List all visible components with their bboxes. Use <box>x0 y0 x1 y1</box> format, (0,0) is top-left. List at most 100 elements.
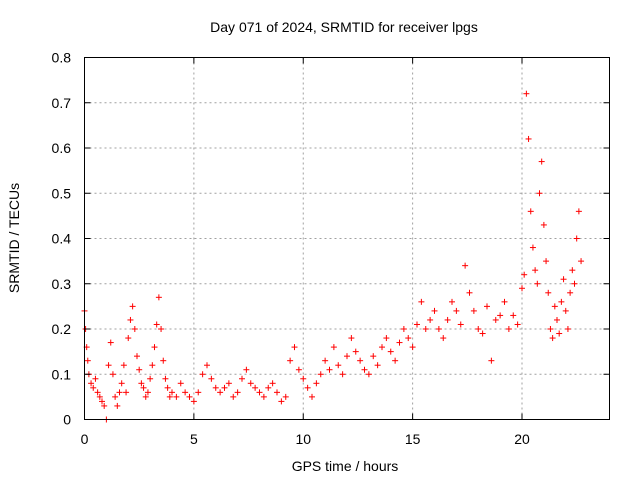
data-point <box>114 402 121 409</box>
data-point <box>182 389 189 396</box>
data-point <box>571 280 578 287</box>
data-point <box>545 289 552 296</box>
data-point <box>256 389 263 396</box>
data-point <box>560 276 567 283</box>
data-point <box>105 362 112 369</box>
data-point <box>260 393 267 400</box>
data-point <box>529 244 536 251</box>
data-point <box>304 384 311 391</box>
data-point <box>147 375 154 382</box>
data-point <box>309 393 315 400</box>
data-point <box>326 366 333 373</box>
data-point <box>387 348 394 355</box>
data-point <box>149 362 156 369</box>
data-point <box>153 321 160 328</box>
data-point <box>265 384 272 391</box>
data-point <box>269 380 276 387</box>
data-point <box>562 307 569 314</box>
data-point <box>335 362 342 369</box>
data-point <box>112 393 119 400</box>
y-axis-title: SRMTID / TECUs <box>6 183 22 293</box>
data-point <box>453 307 460 314</box>
data-point <box>247 380 254 387</box>
data-point <box>204 362 210 369</box>
data-point <box>195 389 202 396</box>
data-point <box>158 326 165 332</box>
data-point <box>479 330 486 337</box>
data-point <box>313 380 320 387</box>
data-point <box>127 316 134 323</box>
data-point <box>199 371 206 378</box>
data-point <box>169 389 175 396</box>
data-point <box>136 366 143 373</box>
data-point <box>134 353 140 360</box>
data-point <box>144 389 151 396</box>
y-tick-label: 0.1 <box>52 366 72 382</box>
data-point <box>234 389 241 396</box>
data-point <box>449 298 455 305</box>
data-point <box>344 353 350 360</box>
data-point <box>274 389 280 396</box>
data-point <box>118 380 125 387</box>
data-point <box>164 384 171 391</box>
data-point <box>462 262 469 269</box>
data-point <box>527 208 534 215</box>
data-point <box>435 326 442 332</box>
data-point <box>142 393 149 400</box>
data-point <box>538 158 545 165</box>
data-point <box>457 321 464 328</box>
data-point <box>554 316 560 323</box>
x-axis-title: GPS time / hours <box>292 458 399 474</box>
data-point <box>575 208 582 215</box>
data-point <box>208 375 215 382</box>
data-point <box>556 330 563 337</box>
data-point <box>521 271 528 278</box>
data-point <box>90 384 97 391</box>
data-point <box>317 371 324 378</box>
data-point <box>291 344 298 351</box>
data-point <box>523 90 530 97</box>
data-points <box>81 90 585 423</box>
data-point <box>177 380 184 387</box>
data-point <box>352 348 359 355</box>
y-tick-label: 0.3 <box>52 276 72 292</box>
data-point <box>186 393 193 400</box>
data-point <box>475 326 482 332</box>
data-point <box>466 289 473 296</box>
data-point <box>444 316 451 323</box>
y-axis: 0 0.1 0.2 0.3 0.4 0.5 0.6 0.7 0.8 <box>52 50 610 428</box>
data-point <box>409 344 416 351</box>
data-point <box>379 344 385 351</box>
y-tick-label: 0.2 <box>52 321 72 337</box>
data-point <box>558 298 565 305</box>
data-point <box>470 307 477 314</box>
data-point <box>551 303 558 310</box>
data-point <box>107 339 114 346</box>
data-point <box>94 389 101 396</box>
data-point <box>162 375 169 382</box>
data-point <box>405 335 412 342</box>
data-point <box>414 321 420 328</box>
data-point <box>510 312 517 319</box>
data-point <box>160 357 167 364</box>
chart-title: Day 071 of 2024, SRMTID for receiver lpg… <box>210 19 478 35</box>
data-point <box>252 384 259 391</box>
data-point <box>497 312 504 319</box>
x-axis: 0 5 10 15 20 <box>81 57 530 447</box>
x-tick-label: 5 <box>190 431 198 447</box>
data-point <box>573 235 580 242</box>
data-point <box>569 267 576 274</box>
data-point <box>370 353 377 360</box>
y-tick-label: 0.7 <box>52 95 72 111</box>
data-point <box>84 357 91 364</box>
data-point <box>532 267 539 274</box>
data-point <box>534 280 541 287</box>
data-point <box>543 258 550 265</box>
data-point <box>151 344 158 351</box>
data-point <box>109 371 116 378</box>
data-point <box>400 326 407 332</box>
data-point <box>418 298 425 305</box>
data-point <box>116 389 123 396</box>
data-point <box>295 366 302 373</box>
